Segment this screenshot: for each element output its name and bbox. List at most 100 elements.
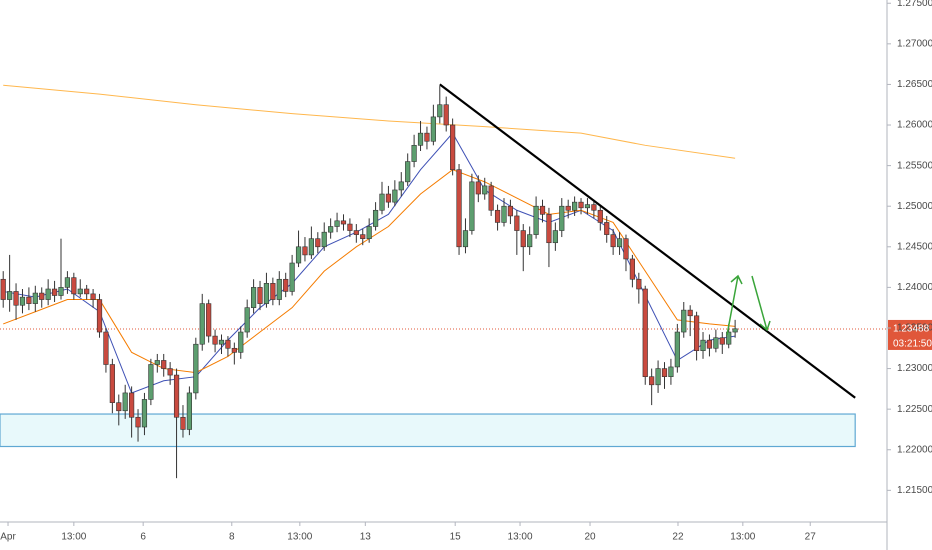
candle-body (539, 205, 546, 215)
candle-body (655, 368, 661, 386)
candle-body (398, 181, 404, 191)
candle-body (212, 335, 218, 345)
y-tick-label: 1.25500 (897, 160, 932, 171)
candle-body (572, 201, 578, 211)
candle-body (732, 328, 738, 333)
candle-body (58, 287, 64, 296)
candle-body (161, 360, 167, 369)
candle-body (616, 238, 623, 248)
candle-body (71, 277, 77, 295)
candle-body (199, 303, 205, 345)
candle-body (450, 124, 456, 170)
candle-body (726, 331, 732, 345)
candle-body (238, 331, 244, 353)
candle-body (687, 309, 693, 317)
y-tick-label: 1.26000 (897, 120, 932, 131)
candle-body (488, 185, 494, 211)
plot (0, 83, 932, 479)
candle-body (514, 215, 520, 231)
candle-body (507, 205, 514, 217)
y-tick-label: 1.24500 (897, 241, 932, 252)
candle-body (315, 238, 321, 248)
x-tick-label: 13:00 (508, 532, 533, 543)
candle-body (674, 331, 680, 368)
candle-body (321, 231, 327, 248)
candle-body (51, 288, 58, 296)
candle-body (193, 343, 199, 394)
candle-body (180, 416, 186, 430)
x-tick-label: 13 (360, 532, 372, 543)
candle-body (225, 339, 231, 349)
support-zone (0, 413, 856, 448)
candle-body (649, 376, 655, 386)
candle-body (642, 288, 648, 377)
candle-body (276, 278, 282, 300)
candle-body (694, 315, 700, 352)
candle-body (552, 230, 558, 244)
candle-body (135, 416, 141, 428)
candle-body (263, 283, 270, 304)
y-tick-label: 1.23000 (897, 363, 932, 374)
candle-body (283, 278, 289, 292)
candle-body (64, 277, 71, 288)
candle-body (405, 161, 411, 183)
candle-body (411, 145, 417, 162)
candle-body (186, 392, 192, 430)
candle-body (302, 246, 308, 256)
candle-body (90, 293, 96, 300)
moving-average (3, 84, 736, 159)
candle-body (109, 364, 115, 403)
candle-body (430, 116, 436, 142)
candle-body (379, 193, 385, 211)
y-tick-label: 1.27500 (897, 0, 932, 9)
candle-body (462, 230, 469, 248)
candle-body (527, 234, 533, 248)
arrows (726, 274, 771, 336)
candle-body (443, 104, 449, 126)
candle-body (218, 339, 225, 345)
candle-body (501, 205, 507, 223)
candle-body (437, 104, 443, 118)
candle-body (13, 291, 19, 306)
candle-body (706, 339, 713, 349)
countdown-label: 03:21:50 (893, 339, 932, 350)
candle-body (494, 209, 501, 223)
y-tick-label: 1.26500 (897, 79, 932, 90)
candle-body (385, 193, 392, 203)
candle-body (26, 296, 32, 304)
candle-body (45, 288, 51, 300)
candle-body (129, 392, 135, 418)
candle-body (533, 205, 539, 235)
x-tick-label: 15 (450, 532, 462, 543)
candle-body (353, 230, 359, 235)
candle-body (456, 169, 462, 248)
moving-average (3, 169, 736, 374)
candle-body (700, 339, 706, 352)
y-tick-label: 1.21500 (897, 485, 932, 496)
candle-body (360, 234, 366, 239)
candle-body (546, 214, 552, 244)
candle-body (154, 360, 160, 365)
x-tick-label: 20 (584, 532, 596, 543)
candle-body (231, 347, 237, 353)
x-tick-label: Apr (0, 532, 16, 543)
candle-body (295, 246, 302, 264)
candle-body (148, 364, 154, 400)
candle-body (636, 278, 642, 290)
candle-body (668, 366, 674, 377)
trendline (439, 83, 856, 399)
candle-body (0, 278, 6, 300)
y-tick-label: 1.23500 (897, 323, 932, 334)
candle-body (328, 226, 334, 233)
candle-body (520, 230, 526, 248)
candle-body (366, 226, 372, 239)
candle-body (289, 262, 295, 292)
y-tick-label: 1.24000 (897, 282, 932, 293)
candle-body (610, 234, 616, 248)
candle-body (559, 205, 565, 231)
candle-body (713, 337, 719, 349)
arrow-down (751, 275, 771, 332)
candle-body (122, 392, 128, 412)
x-tick-label: 13:00 (61, 532, 86, 543)
candle-body (257, 287, 263, 304)
